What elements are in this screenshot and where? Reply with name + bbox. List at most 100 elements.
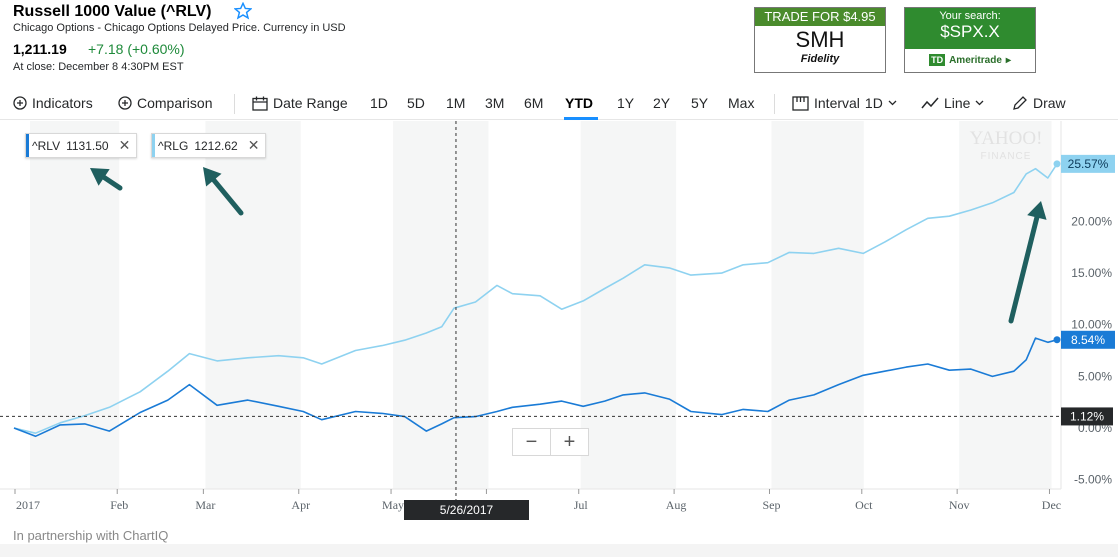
range-1y[interactable]: 1Y [617,95,635,111]
draw-button[interactable]: Draw [1012,95,1066,111]
last-value-dot [1053,160,1061,168]
comparison-chart[interactable]: YAHOO! FINANCE -5.00%0.00%5.00%10.00%15.… [0,121,1118,521]
chart-type-label: Line [944,95,971,111]
comparison-button[interactable]: Comparison [118,95,212,111]
series-line-rlg [13,163,1058,435]
interval-label: Interval [814,95,860,111]
y-tick-label: 15.00% [1071,266,1112,280]
interval-icon [792,95,809,111]
indicators-label: Indicators [32,95,93,111]
y-tick-label: 10.00% [1071,318,1112,332]
footer-band [0,544,1118,557]
last-value-label: 8.54% [1071,333,1105,347]
range-1d[interactable]: 1D [370,95,388,111]
month-band [30,121,120,489]
series-color-swatch [152,134,155,157]
last-value-label-bg [1061,154,1115,173]
annotation-arrow [90,168,123,191]
close-time: At close: December 8 4:30PM EST [13,61,184,73]
draw-label: Draw [1033,95,1066,111]
x-tick-label: Jul [574,498,589,512]
close-icon[interactable]: ✕ [118,137,131,153]
plus-circle-icon [118,96,132,110]
quote-source: Chicago Options - Chicago Options Delaye… [13,22,346,34]
interval-dropdown[interactable]: Interval 1D [792,95,897,111]
comparison-tag-rlg[interactable]: ^RLG 1212.62 ✕ [151,133,267,158]
tag-symbol: ^RLG [158,138,189,153]
ameritrade-ad-header: Your search: $SPX.X [905,8,1035,49]
x-tick-label: Mar [195,498,215,512]
reference-label: 1.12% [1070,409,1104,423]
active-range-indicator [564,117,598,120]
range-5d[interactable]: 5D [407,95,425,111]
date-range-label: Date Range [273,95,348,111]
range-6m[interactable]: 6M [524,95,544,111]
x-tick-label: Apr [291,498,310,512]
x-axis-ticks: 2017FebMarAprMayJunJulAugSepOctNovDec [14,489,1061,512]
annotation-arrow [1008,201,1047,324]
ameritrade-brand: Ameritrade [949,54,1002,66]
month-band [580,121,677,489]
interval-value: 1D [864,95,883,111]
y-tick-label: 5.00% [1078,369,1112,383]
chart-toolbar: Indicators Comparison Date Range 1D 5D 1… [0,88,1118,120]
yahoo-finance-watermark: YAHOO! FINANCE [970,128,1043,162]
comparison-tag-rlv[interactable]: ^RLV 1131.50 ✕ [25,133,138,158]
zoom-in-button[interactable]: + [550,429,588,455]
ameritrade-ad[interactable]: Your search: $SPX.X TD Ameritrade ▸ [904,7,1036,73]
toolbar-divider [774,94,775,114]
crosshair-date-label: 5/26/2017 [404,500,529,520]
range-2y[interactable]: 2Y [653,95,671,111]
plus-circle-icon [13,96,27,110]
last-value-label: 25.57% [1068,157,1109,171]
zoom-controls: − + [512,428,589,456]
month-band [771,121,864,489]
month-band [959,121,1052,489]
line-chart-icon [921,97,939,108]
ameritrade-ad-headline: Your search: [939,10,1001,22]
range-ytd[interactable]: YTD [565,95,593,111]
x-tick-label: Aug [666,498,687,512]
month-band [393,121,489,489]
annotation-arrow [203,167,244,216]
x-tick-label: Nov [949,498,970,512]
pencil-icon [1013,96,1027,110]
range-1m[interactable]: 1M [446,95,466,111]
close-icon[interactable]: ✕ [247,137,260,153]
reference-label-bg [1061,407,1113,426]
toolbar-divider [234,94,235,114]
series-color-swatch [26,134,29,157]
tag-value: 1212.62 [194,138,238,153]
y-tick-label: -5.00% [1074,473,1112,487]
tag-symbol: ^RLV [32,138,61,153]
tag-value: 1131.50 [66,138,109,153]
fidelity-ad[interactable]: TRADE FOR $4.95 SMH Fidelity [754,7,886,73]
last-value-labels: 25.57% 8.54% [1053,154,1115,349]
range-max[interactable]: Max [728,95,755,111]
date-range-button[interactable]: Date Range [252,95,348,111]
range-5y[interactable]: 5Y [691,95,709,111]
ameritrade-ad-ticker: $SPX.X [940,22,1000,41]
ameritrade-logo: TD Ameritrade ▸ [905,49,1035,71]
watermark-line2: FINANCE [981,151,1032,162]
indicators-button[interactable]: Indicators [13,95,93,111]
series-line-rlv [13,337,1058,438]
month-band [205,121,301,489]
star-icon[interactable] [234,2,252,20]
x-tick-label: Oct [855,498,873,512]
range-3m[interactable]: 3M [485,95,505,111]
y-axis-ticks: -5.00%0.00%5.00%10.00%15.00%20.00% [1071,214,1112,486]
quote-change: +7.18 (+0.60%) [88,41,185,57]
last-value-label-bg [1061,330,1115,349]
x-tick-label: Dec [1042,498,1061,512]
zoom-out-button[interactable]: − [525,431,538,453]
quote-price: 1,211.19 [13,41,67,57]
x-tick-label: Feb [110,498,128,512]
x-tick-label: May [382,498,404,512]
x-tick-label: 2017 [16,498,40,512]
fidelity-logo: Fidelity [800,53,840,65]
fidelity-ad-ticker: SMH [795,27,845,52]
reference-line: 1.12% [0,407,1113,426]
chart-type-dropdown[interactable]: Line [921,95,984,111]
annotation-arrows [90,167,1047,324]
